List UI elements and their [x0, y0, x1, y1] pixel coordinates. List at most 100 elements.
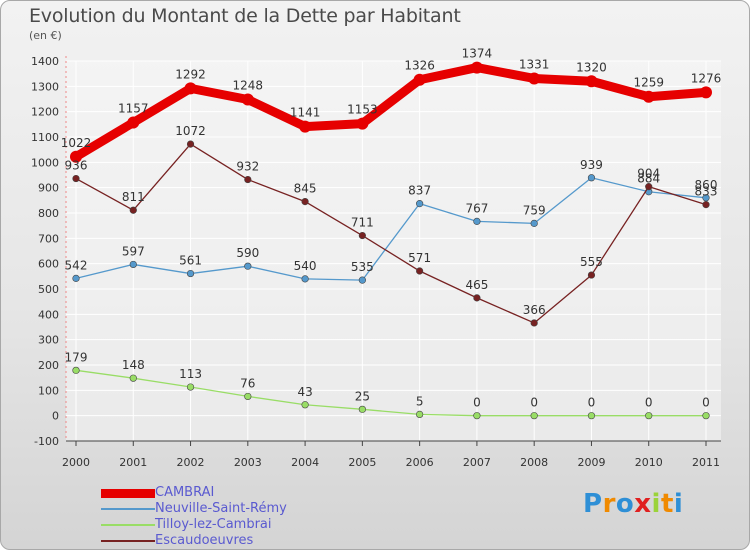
x-tick-label: 2011	[692, 456, 720, 469]
data-label: 179	[65, 350, 88, 364]
data-label: 884	[637, 172, 660, 186]
x-tick-label: 2007	[463, 456, 491, 469]
logo-letter: i	[673, 489, 684, 519]
data-label: 76	[240, 376, 255, 390]
data-point	[301, 275, 309, 283]
data-point	[645, 412, 653, 420]
data-point	[473, 217, 481, 225]
data-label: 0	[702, 396, 710, 410]
data-label: 759	[523, 203, 546, 217]
data-label: 465	[465, 278, 488, 292]
data-point	[129, 374, 137, 382]
x-tick-label: 2005	[348, 456, 376, 469]
data-label: 1326	[404, 59, 435, 73]
y-tick-label: 900	[38, 182, 59, 195]
data-point	[413, 73, 426, 86]
data-label: 1320	[576, 60, 607, 74]
x-tick-label: 2009	[577, 456, 605, 469]
data-label: 0	[530, 396, 538, 410]
data-label: 767	[465, 201, 488, 215]
data-point	[530, 319, 538, 327]
logo-letter: P	[583, 489, 603, 519]
data-point	[301, 198, 309, 206]
chart-unit: (en €)	[29, 29, 62, 42]
logo-letter: x	[634, 489, 652, 519]
data-label: 837	[408, 184, 431, 198]
x-tick-label: 2001	[119, 456, 147, 469]
legend-swatch	[101, 524, 155, 526]
data-point	[184, 82, 197, 95]
data-label: 366	[523, 303, 546, 317]
data-point	[528, 72, 541, 85]
x-tick-label: 2003	[234, 456, 262, 469]
y-tick-label: 600	[38, 258, 59, 271]
data-label: 1259	[633, 76, 664, 90]
data-label: 5	[416, 394, 424, 408]
data-label: 711	[351, 216, 374, 230]
data-point	[416, 267, 424, 275]
x-tick-label: 2000	[62, 456, 90, 469]
proxiti-logo: Proxiti	[583, 489, 683, 519]
data-label: 555	[580, 255, 603, 269]
data-label: 939	[580, 158, 603, 172]
data-label: 860	[695, 178, 718, 192]
data-point	[72, 274, 80, 282]
data-point	[186, 140, 195, 148]
data-point	[587, 174, 596, 182]
data-point	[645, 183, 653, 191]
data-point	[299, 120, 312, 133]
data-point	[356, 117, 369, 130]
data-label: 1248	[233, 79, 264, 93]
data-label: 904	[637, 167, 660, 181]
y-tick-label: 300	[38, 334, 59, 347]
data-point	[244, 175, 252, 184]
data-label: 542	[65, 258, 88, 272]
legend-swatch	[101, 540, 155, 542]
plot-area	[66, 61, 721, 441]
data-label: 597	[122, 244, 145, 258]
y-tick-label: 1200	[31, 106, 59, 119]
data-point	[702, 412, 710, 420]
data-label: 571	[408, 251, 431, 265]
data-point	[129, 260, 137, 269]
y-tick-label: 1300	[31, 80, 59, 93]
x-tick-label: 2010	[635, 456, 663, 469]
legend-swatch	[101, 488, 155, 498]
y-tick-label: 1000	[31, 156, 59, 169]
data-point	[473, 412, 481, 420]
data-point	[358, 276, 366, 284]
data-point	[416, 200, 424, 208]
x-tick-label: 2008	[520, 456, 548, 469]
legend-swatch	[101, 508, 155, 510]
data-label: 936	[65, 159, 88, 173]
data-point	[416, 410, 424, 419]
data-point	[587, 271, 596, 279]
logo-letter: o	[615, 489, 635, 519]
y-tick-label: 100	[38, 384, 59, 397]
data-label: 1022	[61, 136, 92, 150]
data-point	[700, 86, 712, 99]
data-label: 590	[236, 246, 259, 260]
y-tick-label: 1400	[31, 55, 59, 68]
data-point	[244, 262, 252, 270]
x-tick-label: 2002	[177, 456, 205, 469]
data-point	[702, 201, 710, 209]
y-tick-label: 700	[38, 232, 59, 245]
data-label: 535	[351, 260, 374, 274]
legend-label: Neuville-Saint-Rémy	[155, 501, 287, 516]
y-tick-label: 500	[38, 283, 59, 296]
data-label: 0	[473, 396, 481, 410]
y-tick-label: 200	[38, 359, 59, 372]
data-label: 1276	[691, 71, 722, 85]
data-point	[241, 93, 254, 106]
data-point	[301, 401, 309, 409]
data-point	[127, 116, 140, 129]
data-label: 0	[588, 396, 596, 410]
data-label: 0	[645, 396, 653, 410]
legend-label: CAMBRAI	[155, 485, 215, 500]
data-label: 1072	[175, 124, 206, 138]
y-tick-label: 800	[38, 207, 59, 220]
data-point	[585, 75, 598, 88]
